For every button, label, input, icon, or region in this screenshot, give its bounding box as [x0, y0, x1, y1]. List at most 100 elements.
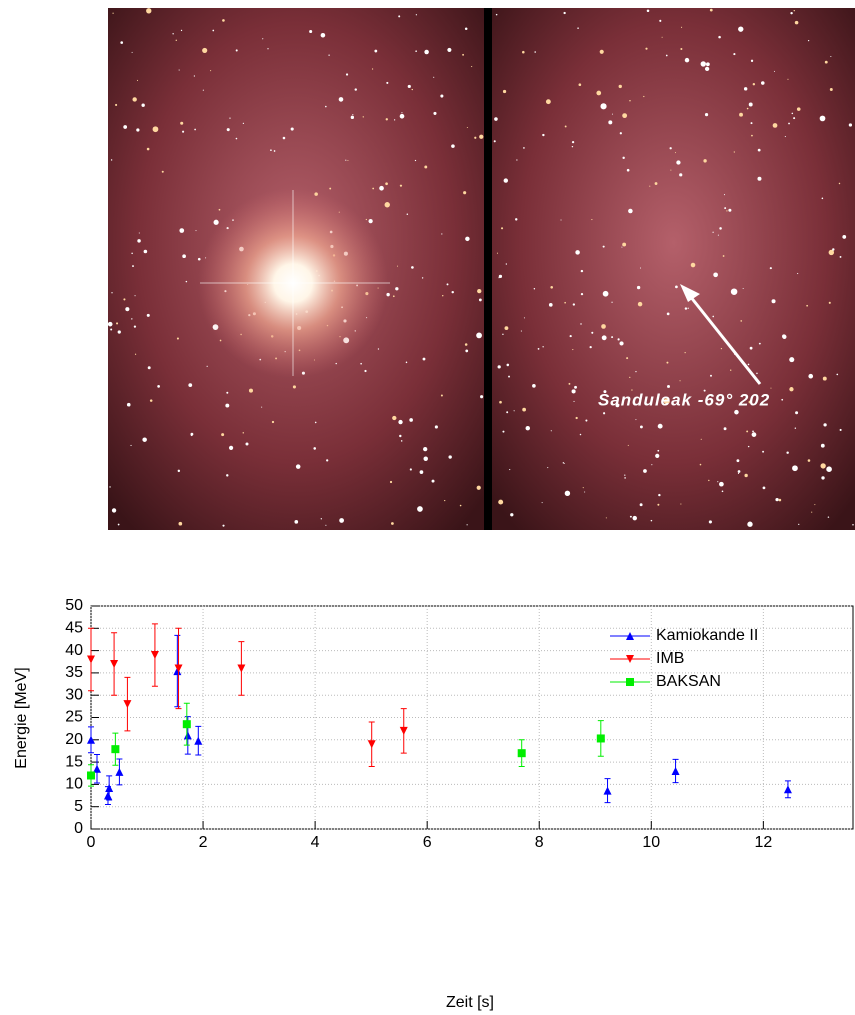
star [538, 348, 540, 350]
data-point [604, 787, 612, 795]
star [222, 525, 224, 527]
star [424, 166, 427, 169]
star [705, 67, 709, 71]
star [514, 410, 515, 411]
star [700, 464, 702, 466]
star [190, 433, 193, 436]
star [179, 69, 180, 70]
star [339, 518, 344, 523]
star [633, 516, 637, 520]
legend-label: BAKSAN [656, 673, 721, 690]
star [734, 410, 739, 415]
star [501, 227, 503, 229]
star [591, 219, 592, 220]
star [581, 270, 583, 272]
star [591, 332, 593, 334]
star [111, 292, 112, 293]
star [820, 116, 826, 122]
star [789, 357, 794, 362]
star [364, 370, 366, 372]
star [115, 104, 117, 106]
y-tick-label: 0 [74, 820, 83, 837]
star [522, 51, 525, 54]
star [416, 14, 417, 15]
star [132, 265, 134, 267]
star [521, 330, 522, 331]
star [618, 338, 620, 340]
star [219, 209, 221, 211]
star [194, 129, 196, 131]
star [176, 40, 177, 41]
star [797, 273, 798, 274]
star [178, 470, 180, 472]
star [811, 512, 812, 513]
star [724, 207, 726, 209]
star [150, 399, 153, 402]
star [584, 491, 585, 492]
star [272, 421, 274, 423]
star [506, 263, 507, 264]
y-tick-label: 40 [65, 642, 83, 659]
star [840, 429, 842, 431]
star [360, 363, 362, 365]
star [606, 517, 607, 518]
star [786, 451, 788, 453]
star [712, 232, 713, 233]
star [814, 504, 815, 505]
star [770, 267, 772, 269]
star [523, 147, 525, 149]
star [651, 464, 652, 465]
star [622, 157, 624, 159]
data-point [784, 785, 792, 793]
star [452, 291, 454, 293]
star [270, 149, 272, 151]
star [826, 466, 832, 472]
star [793, 117, 795, 119]
page: Sanduleak -69° 202 Zeit [s] Energie [MeV… [0, 0, 855, 1015]
star [385, 182, 388, 185]
star [137, 80, 138, 81]
star [157, 385, 160, 388]
star [109, 486, 110, 487]
y-tick-label: 10 [65, 776, 83, 793]
star [580, 323, 581, 324]
star [751, 135, 753, 137]
star [573, 303, 575, 305]
star [658, 424, 663, 429]
star [749, 103, 753, 107]
star [794, 10, 795, 11]
star [424, 457, 428, 461]
annotation: Sanduleak -69° 202 [598, 390, 770, 409]
star [378, 348, 379, 349]
star [577, 27, 579, 29]
star [708, 480, 709, 481]
star [546, 99, 551, 104]
star [829, 302, 831, 304]
star [581, 293, 583, 295]
star [180, 122, 183, 125]
star [746, 430, 748, 432]
star [172, 33, 173, 34]
data-point [104, 792, 112, 800]
star [141, 104, 144, 107]
star [649, 186, 650, 187]
star [368, 219, 372, 223]
star [207, 366, 208, 367]
star [757, 177, 761, 181]
star [782, 335, 786, 339]
star [415, 160, 416, 161]
data-point [111, 745, 119, 753]
star [710, 375, 712, 377]
star [561, 219, 562, 220]
star [603, 412, 605, 414]
star [635, 371, 636, 372]
y-tick-label: 45 [65, 620, 83, 637]
star [339, 97, 344, 102]
y-tick-label: 30 [65, 686, 83, 703]
star [352, 114, 353, 115]
star [667, 313, 670, 316]
star [680, 48, 682, 50]
star [110, 329, 112, 331]
star [820, 463, 825, 468]
star [118, 330, 121, 333]
